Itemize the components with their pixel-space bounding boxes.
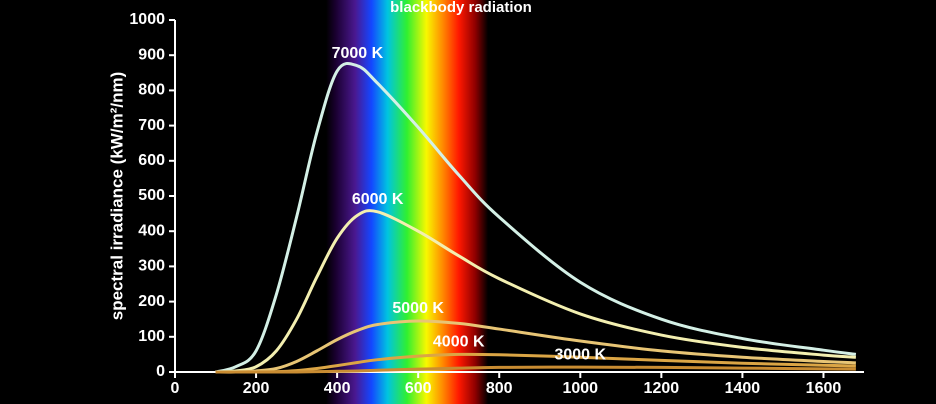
curve-label: 5000 K: [392, 300, 444, 317]
curve-label: 3000 K: [554, 346, 606, 363]
visible-spectrum: [326, 0, 488, 404]
x-tick-label: 1600: [806, 380, 842, 397]
x-tick-label: 0: [171, 380, 180, 397]
y-tick-label: 700: [138, 117, 165, 134]
curve-label: 7000 K: [332, 45, 384, 62]
y-axis-label: spectral irradiance (kW/m²/nm): [107, 72, 126, 320]
x-tick-label: 600: [405, 380, 432, 397]
curve: [215, 61, 857, 374]
y-tick-label: 500: [138, 187, 165, 204]
curve: [215, 365, 856, 374]
y-tick-label: 100: [138, 328, 165, 345]
curve: [215, 319, 856, 374]
y-tick-label: 300: [138, 258, 165, 275]
y-tick-label: 600: [138, 152, 165, 169]
y-tick-label: 0: [156, 363, 165, 380]
x-tick-label: 200: [243, 380, 270, 397]
x-tick-label: 1200: [644, 380, 680, 397]
chart-title: blackbody radiation: [390, 0, 532, 16]
curve: [215, 209, 856, 374]
y-tick-label: 1000: [129, 11, 165, 28]
y-tick-label: 400: [138, 222, 165, 239]
curve-label: 4000 K: [433, 334, 485, 351]
y-tick-label: 800: [138, 82, 165, 99]
y-tick-label: 900: [138, 46, 165, 63]
x-tick-label: 1000: [562, 380, 598, 397]
curve-label: 6000 K: [352, 191, 404, 208]
x-tick-label: 800: [486, 380, 513, 397]
x-tick-label: 400: [324, 380, 351, 397]
x-tick-label: 1400: [725, 380, 761, 397]
y-tick-label: 200: [138, 293, 165, 310]
